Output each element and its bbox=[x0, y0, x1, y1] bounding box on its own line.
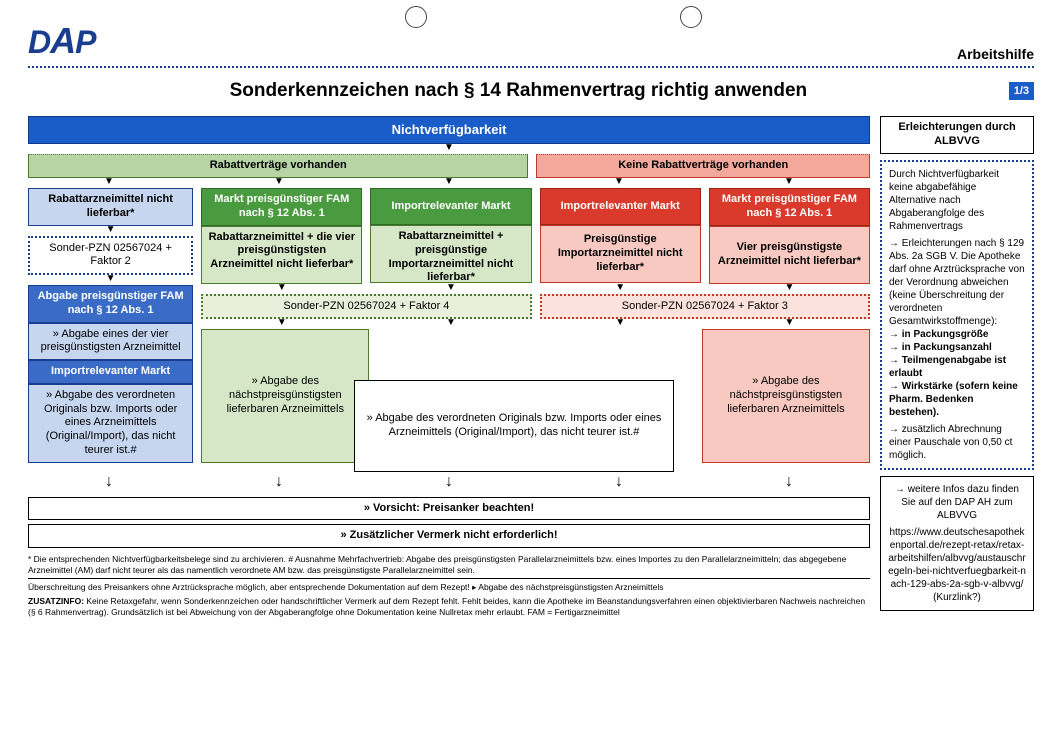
col4-text: Preisgünstige Importarzneimittel nicht l… bbox=[540, 225, 701, 283]
banner-top: Nichtverfügbarkeit bbox=[28, 116, 870, 144]
footnotes: * Die entsprechenden Nichtverfügbarkeits… bbox=[28, 554, 870, 617]
col5-out: » Abgabe des nächstpreisgünstigsten lief… bbox=[702, 329, 870, 462]
col5-head: Markt preisgünstiger FAM nach § 12 Abs. … bbox=[709, 188, 870, 226]
col5-text: Vier preisgünstigste Arzneimittel nicht … bbox=[709, 226, 870, 284]
side-link-url: https://www.deutschesapothekenportal.de/… bbox=[888, 526, 1026, 604]
side-i2: in Packungsanzahl bbox=[889, 341, 1025, 354]
pzn-green: Sonder-PZN 02567024 + Faktor 4 bbox=[201, 294, 531, 320]
col1-t1: » Abgabe eines der vier preisgünstigsten… bbox=[28, 323, 193, 361]
col1-h2: Abgabe preisgünstiger FAM nach § 12 Abs.… bbox=[28, 285, 193, 323]
branch-no-rabatt: Keine Rabattverträge vorhanden bbox=[536, 154, 870, 178]
col4-head: Importrelevanter Markt bbox=[540, 188, 701, 225]
flowchart: Nichtverfügbarkeit ▼ Rabattverträge vorh… bbox=[28, 116, 870, 620]
col2-head: Markt preisgünstiger FAM nach § 12 Abs. … bbox=[201, 188, 362, 226]
warn-vermerk: » Zusätzlicher Vermerk nicht erforderlic… bbox=[28, 524, 870, 548]
side-link: → weitere Infos dazu finden Sie auf den … bbox=[880, 476, 1034, 611]
col1-h3: Importrelevanter Markt bbox=[28, 360, 193, 384]
warn-preisanker: » Vorsicht: Preisanker beachten! bbox=[28, 497, 870, 521]
col1-head: Rabattarzneimittel nicht lieferbar* bbox=[28, 188, 193, 226]
page-number: 1/3 bbox=[1009, 82, 1034, 100]
pzn-red: Sonder-PZN 02567024 + Faktor 3 bbox=[540, 294, 870, 320]
side-i3: Teilmengenabgabe ist erlaubt bbox=[889, 354, 1025, 380]
side-p1: Erleichterungen nach § 129 Abs. 2a SGB V… bbox=[889, 237, 1025, 328]
mid-out: » Abgabe des verordneten Originals bzw. … bbox=[354, 380, 674, 472]
side-i4: Wirkstärke (sofern keine Pharm. Bedenken… bbox=[889, 380, 1025, 419]
side-albvvg: Durch Nichtverfügbarkeit keine abgabefäh… bbox=[880, 160, 1034, 470]
header: DAP Arbeitshilfe bbox=[28, 20, 1034, 68]
col3-text: Rabattarzneimittel + preisgünstige Impor… bbox=[370, 225, 531, 283]
doc-type: Arbeitshilfe bbox=[957, 46, 1034, 62]
col1-t2: » Abgabe des verordneten Originals bzw. … bbox=[28, 384, 193, 463]
sidebar: Erleichterungen durch ALBVVG Durch Nicht… bbox=[880, 116, 1034, 620]
side-lead: Durch Nichtverfügbarkeit keine abgabefäh… bbox=[889, 168, 1025, 233]
col1-pzn: Sonder-PZN 02567024 + Faktor 2 bbox=[28, 236, 193, 276]
col2-out: » Abgabe des nächstpreisgünstigsten lief… bbox=[201, 329, 369, 462]
side-hdr: Erleichterungen durch ALBVVG bbox=[880, 116, 1034, 154]
side-i1: in Packungsgröße bbox=[889, 328, 1025, 341]
arrow-down: ↓ bbox=[708, 467, 870, 497]
col3-head: Importrelevanter Markt bbox=[370, 188, 531, 225]
logo: DAP bbox=[28, 20, 95, 62]
arrow-down: ↓ bbox=[28, 467, 190, 497]
page-title: Sonderkennzeichen nach § 14 Rahmenvertra… bbox=[28, 80, 1009, 102]
side-p2: zusätzlich Abrechnung einer Pauschale vo… bbox=[889, 423, 1025, 462]
col2-text: Rabattarzneimittel + die vier preisgünst… bbox=[201, 226, 362, 284]
side-link-text: → weitere Infos dazu finden Sie auf den … bbox=[888, 483, 1026, 522]
arrow-down: ↓ bbox=[198, 467, 360, 497]
branch-rabatt: Rabattverträge vorhanden bbox=[28, 154, 528, 178]
